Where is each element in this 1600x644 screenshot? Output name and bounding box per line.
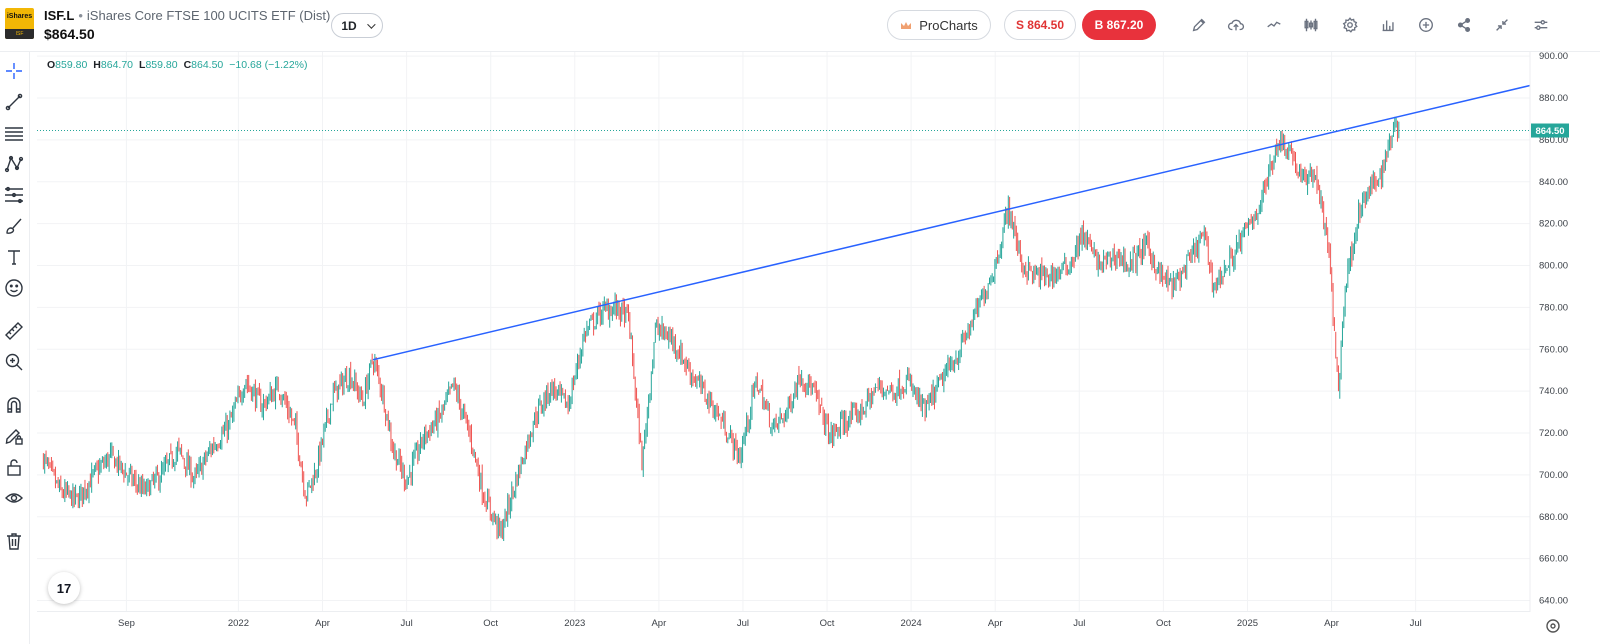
emoji-icon[interactable] [3,277,25,299]
horizontal-lines-icon[interactable] [3,122,25,144]
close-value: 864.50 [191,59,224,71]
time-tick-label: Apr [1324,618,1339,629]
unlock-icon[interactable] [3,456,25,478]
time-tick-label: Oct [1156,618,1171,629]
price-axis[interactable]: 900.00 880.00 860.00 840.00 820.00 800.00 780.… [1539,51,1568,606]
ohlc-legend: O859.80 H864.70 L859.80 C864.50 −10.68 (… [47,59,308,71]
time-tick-label: 2022 [228,618,249,629]
procharts-button[interactable]: ProCharts [887,10,991,40]
price-tick-label: 720.00 [1539,428,1568,439]
price-tick-label: 680.00 [1539,512,1568,523]
time-tick-label: Apr [315,618,330,629]
time-tick-label: Apr [988,618,1003,629]
instrument-title: ISF.L • iShares Core FTSE 100 UCITS ETF (D… [44,8,330,23]
settings-sliders-icon[interactable] [1530,14,1552,36]
title-separator: • [78,8,83,23]
timeframe-dropdown[interactable]: 1D [331,13,383,38]
magnet-icon[interactable] [3,394,25,416]
eye-icon[interactable] [3,487,25,509]
candles [42,116,1400,541]
logo-subtext: ISF [5,29,34,39]
chart-grid [37,52,1530,611]
pattern-icon[interactable] [3,153,25,175]
collapse-icon[interactable] [1491,14,1513,36]
price-tick-label: 800.00 [1539,261,1568,272]
price-tick-label: 780.00 [1539,302,1568,313]
price-tick-label: 660.00 [1539,554,1568,565]
price-tick-label: 900.00 [1539,51,1568,62]
open-key: O [47,59,56,71]
text-icon[interactable] [3,246,25,268]
buy-button[interactable]: B 867.20 [1082,10,1156,40]
time-tick-label: Jul [1410,618,1422,629]
price-tick-label: 880.00 [1539,93,1568,104]
high-value: 864.70 [100,59,134,71]
time-tick-label: Apr [651,618,666,629]
trend-line-icon[interactable] [3,91,25,113]
price-tick-label: 740.00 [1539,386,1568,397]
time-tick-label: 2023 [564,618,585,629]
top-toolbar: iShares ISF ISF.L • iShares Core FTSE 100 … [0,0,1600,52]
candles-icon[interactable] [1300,14,1322,36]
chart-settings-icon[interactable] [1545,618,1561,634]
low-key: L [139,59,146,71]
tradingview-logo[interactable]: 17 [48,572,80,604]
low-value: 859.80 [145,59,178,71]
bar-chart-icon[interactable] [1377,14,1399,36]
gear-icon[interactable] [1339,14,1361,36]
price-tick-label: 820.00 [1539,219,1568,230]
time-tick-label: Jul [401,618,413,629]
time-tick-label: Jul [737,618,749,629]
pencil-icon[interactable] [1188,14,1210,36]
time-tick-label: 2024 [901,618,922,629]
time-tick-label: Jul [1073,618,1085,629]
ishares-logo: iShares ISF [5,8,34,39]
lock-pencil-icon[interactable] [3,425,25,447]
price-tick-label: 840.00 [1539,177,1568,188]
sell-button[interactable]: S 864.50 [1004,10,1076,40]
price-tick-label: 860.00 [1539,135,1568,146]
crosshair-icon[interactable] [3,60,25,82]
line-chart-icon[interactable] [1263,14,1285,36]
change-value: −10.68 (−1.22%) [229,59,308,71]
price-tick-label: 640.00 [1539,596,1568,607]
price-tick-label: 700.00 [1539,470,1568,481]
procharts-label: ProCharts [919,17,978,33]
open-value: 859.80 [55,59,88,71]
cloud-upload-icon[interactable] [1225,14,1247,36]
share-icon[interactable] [1453,14,1475,36]
brush-icon[interactable] [3,215,25,237]
crown-icon [901,21,912,29]
drawing-toolbar [0,52,30,644]
last-price: $864.50 [44,26,95,42]
high-key: H [93,59,101,71]
trash-icon[interactable] [3,530,25,552]
last-price-tag-label: 864.50 [1535,126,1564,137]
last-price-tag [1531,123,1569,138]
logo-text: iShares [6,13,33,20]
instrument-name: iShares Core FTSE 100 UCITS ETF (Dist) [86,8,331,23]
time-tick-label: 2025 [1237,618,1258,629]
time-tick-label: Oct [483,618,498,629]
ruler-icon[interactable] [3,320,25,342]
time-tick-label: Oct [820,618,835,629]
zoom-in-icon[interactable] [3,351,25,373]
time-axis[interactable]: Sep 2022 Apr Jul Oct 2023 Apr Jul Oct 2024 Apr Jul O… [118,618,1422,629]
trend-line[interactable] [372,84,1531,361]
close-key: C [183,59,192,71]
fib-icon[interactable] [3,184,25,206]
price-tick-label: 760.00 [1539,344,1568,355]
timeframe-label: 1D [341,18,357,33]
symbol: ISF.L [44,8,75,23]
plus-circle-icon[interactable] [1415,14,1437,36]
time-tick-label: Sep [118,618,135,629]
